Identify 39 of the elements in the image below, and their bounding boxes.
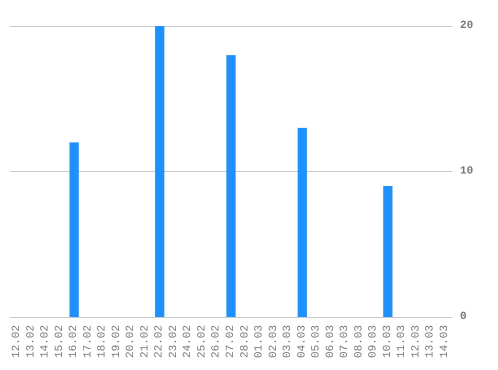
bar [226,55,236,317]
x-tick-label: 26.02 [210,325,223,358]
x-tick-label: 04.03 [296,325,308,358]
x-tick-label: 13.03 [424,325,437,358]
x-tick-label: 09.03 [368,325,380,358]
x-tick-label: 07.03 [339,325,352,358]
x-tick-label: 10.03 [382,325,394,358]
y-tick-label: 10 [460,166,474,178]
x-tick-label: 21.02 [139,325,152,358]
x-tick-label: 28.02 [239,325,252,358]
bar [298,128,307,317]
x-tick-label: 20.02 [125,325,138,358]
x-tick-label: 12.02 [11,325,24,358]
x-tick-label: 18.02 [96,325,109,358]
x-tick-label: 05.03 [310,325,323,358]
x-tick-label: 22.02 [154,325,166,358]
x-tick-label: 01.03 [254,325,266,358]
x-tick-label: 11.03 [396,325,408,358]
x-tick-label: 23.02 [168,325,180,358]
y-tick-label: 20 [460,20,474,32]
x-tick-label: 12.03 [410,325,422,358]
x-tick-label: 27.02 [225,325,237,358]
x-tick-label: 24.02 [182,325,194,358]
x-tick-label: 25.02 [196,325,208,358]
x-tick-label: 06.03 [324,325,337,358]
bar [155,26,164,317]
x-tick-label: 08.03 [353,325,366,358]
x-tick-label: 13.02 [25,325,38,358]
x-tick-label: 14.03 [438,325,451,358]
bar [383,186,392,317]
x-tick-label: 03.03 [282,325,294,358]
y-tick-label: 0 [460,311,467,323]
x-tick-label: 19.02 [110,325,123,358]
x-tick-label: 15.02 [54,325,66,358]
bar [70,142,79,317]
x-tick-label: 02.03 [268,325,280,358]
x-tick-label: 17.02 [82,325,94,358]
x-tick-label: 16.02 [68,325,80,358]
x-tick-label: 14.02 [40,325,52,358]
